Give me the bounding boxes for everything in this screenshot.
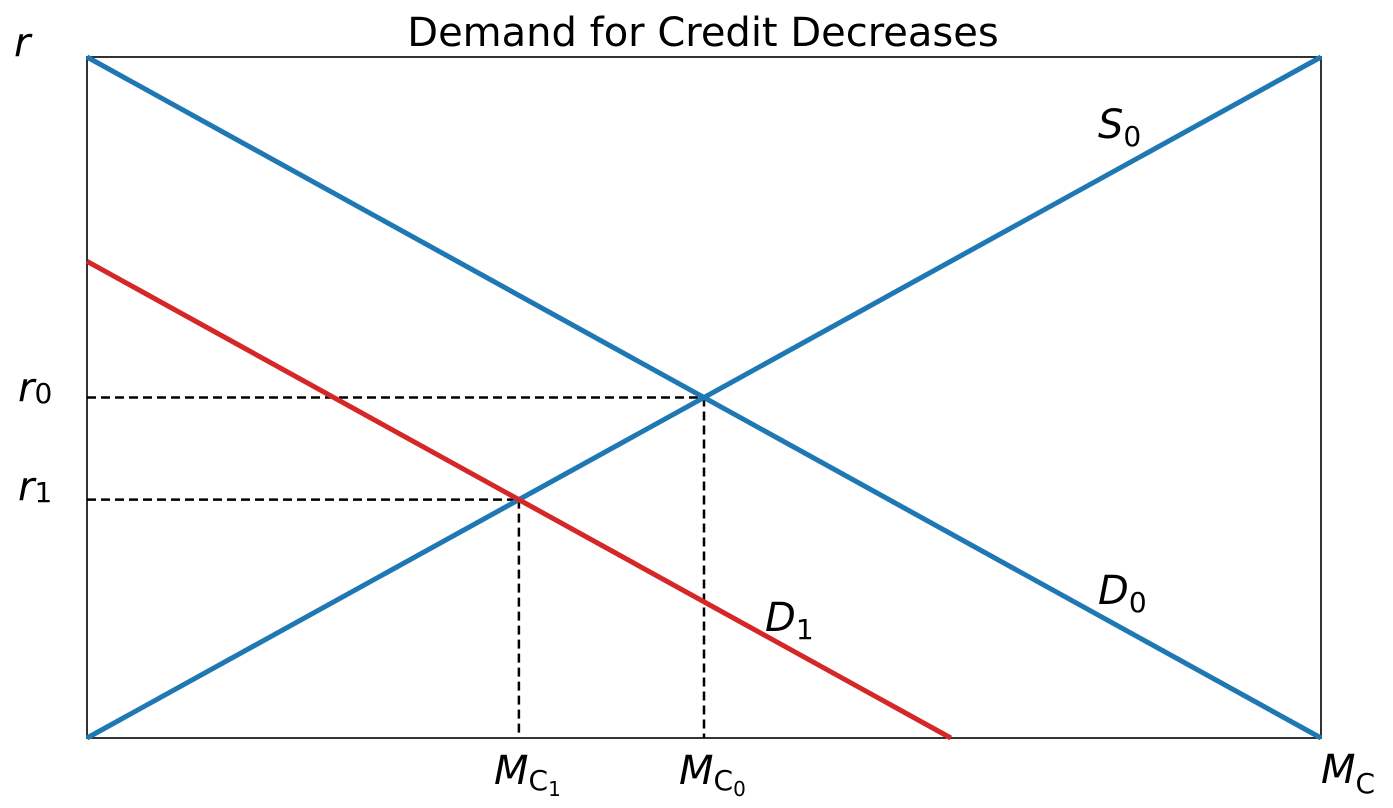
d0-label: D0 — [1098, 568, 1147, 619]
r0-tick-label: r0 — [18, 365, 52, 411]
x-axis-label: MC — [1321, 747, 1375, 800]
equilibrium-guides — [87, 396, 706, 738]
demand-curve-d1 — [85, 259, 953, 741]
y-axis-label: r — [14, 20, 33, 66]
mc0-tick-label: MC0 — [679, 748, 746, 801]
mc1-tick-label: MC1 — [494, 748, 561, 801]
r1-tick-label: r1 — [18, 464, 52, 510]
chart-title: Demand for Credit Decreases — [407, 10, 998, 56]
curves — [85, 54, 1323, 741]
d1-label: D1 — [765, 595, 814, 646]
s0-label: S0 — [1098, 102, 1141, 153]
demand-curve-d0 — [85, 54, 1323, 741]
